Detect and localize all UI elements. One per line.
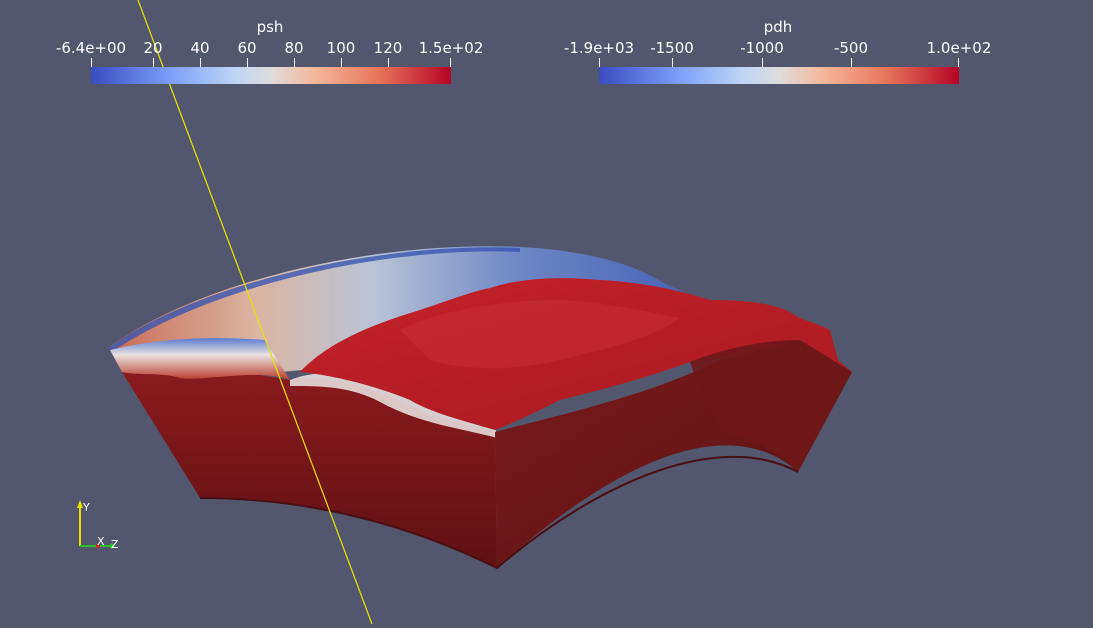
colorbar-tick-marks [60, 58, 480, 68]
red-mass-highlight [400, 300, 680, 369]
tick-label: -1.9e+03 [563, 39, 635, 57]
outline-line [137, 0, 373, 625]
tick-label: -1000 [740, 39, 784, 57]
colorbar-title: pdh [763, 18, 793, 36]
axis-label-y: Y [82, 501, 90, 514]
colorbar-gradient [91, 67, 451, 84]
inner-right-face [690, 340, 852, 472]
tick-label: 20 [143, 39, 163, 57]
red-upper-mass [300, 278, 852, 430]
axis-label-z: Z [111, 538, 119, 551]
orientation-axes: Y X Z [77, 500, 119, 551]
tick-label: 40 [190, 39, 210, 57]
tick-label: 1.5e+02 [418, 39, 484, 57]
bottom-edge [199, 455, 799, 570]
colorbar-tick-labels: -6.4e+00 20 40 60 80 100 120 1.5e+02 [56, 39, 483, 59]
tick-label: -500 [833, 39, 869, 57]
tick-label: -6.4e+00 [55, 39, 127, 57]
colorbar-gradient [599, 67, 959, 84]
tick-label: -1500 [650, 39, 694, 57]
tick-label: 120 [373, 39, 403, 57]
colorbar-psh[interactable]: psh -6.4e+00 20 40 60 80 100 120 1.5e+02 [56, 18, 483, 88]
colorbar-tick-labels: -1.9e+03 -1500 -1000 -500 1.0e+02 [564, 39, 991, 59]
top-rim [108, 247, 520, 352]
front-face [122, 370, 497, 568]
tick-label: 80 [284, 39, 304, 57]
tick-label: 1.0e+02 [926, 39, 992, 57]
front-boundary-band-2 [290, 373, 497, 438]
colorbar-title: psh [256, 18, 284, 36]
colorbar-tick-marks [568, 58, 988, 68]
front-boundary-band [110, 338, 290, 380]
axis-label-x: X [97, 535, 105, 548]
tick-label: 60 [237, 39, 257, 57]
tick-label: 100 [326, 39, 356, 57]
colorbar-pdh[interactable]: pdh -1.9e+03 -1500 -1000 -500 1.0e+02 [564, 18, 991, 88]
